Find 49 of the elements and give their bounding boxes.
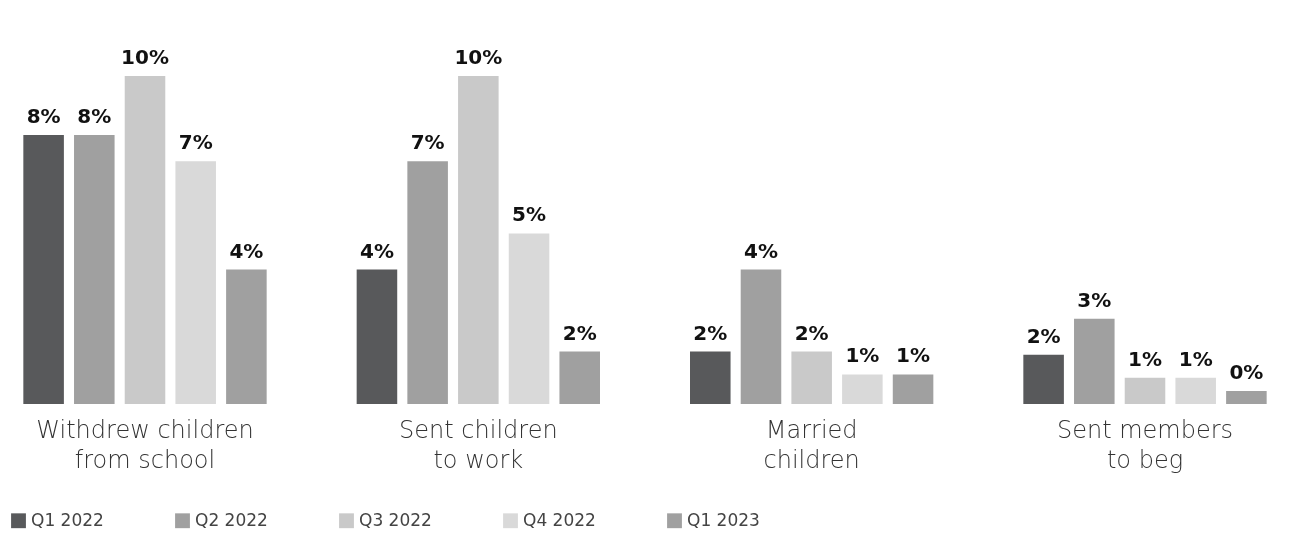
data-label: 1%: [896, 343, 931, 368]
bar: [892, 374, 934, 404]
x-tick-label: Married children: [763, 415, 860, 474]
data-label: 2%: [693, 320, 728, 345]
data-label: 10%: [121, 45, 169, 69]
legend-label: Q1 2022: [31, 509, 104, 530]
data-label: 7%: [178, 130, 213, 155]
legend-label: Q1 2023: [687, 509, 760, 530]
bar: [791, 351, 832, 404]
bar: [1074, 318, 1115, 404]
bar: [1175, 377, 1216, 404]
legend-label: Q2 2022: [195, 509, 268, 530]
data-label: 7%: [410, 130, 445, 155]
data-label: 5%: [512, 202, 547, 227]
data-label: 8%: [26, 104, 61, 129]
data-label: 10%: [454, 45, 503, 69]
data-label: 8%: [77, 104, 112, 129]
bar: [690, 351, 731, 404]
bar: [1226, 390, 1267, 404]
bar: [458, 76, 499, 404]
bar: [740, 269, 782, 404]
data-label: 4%: [743, 238, 778, 263]
bar: [508, 233, 550, 404]
legend-label: Q3 2022: [359, 509, 432, 530]
data-label: 4%: [359, 238, 394, 263]
data-label: 1%: [845, 343, 880, 368]
data-label: 1%: [1178, 346, 1213, 371]
data-label: 1%: [1128, 346, 1162, 371]
data-label: 2%: [794, 320, 829, 345]
bar: [124, 76, 166, 404]
data-label: 2%: [1026, 323, 1061, 348]
bar: [226, 269, 267, 404]
data-label: 3%: [1077, 287, 1112, 312]
bar: [842, 374, 883, 404]
data-label: 0%: [1229, 359, 1264, 384]
bar: [356, 269, 398, 404]
bar: [23, 135, 64, 404]
legend-label: Q4 2022: [523, 509, 596, 530]
bar: [1023, 354, 1064, 404]
bar: [407, 161, 448, 404]
bar: [175, 161, 216, 404]
bar: [559, 351, 600, 404]
x-tick-label: Sent members to beg: [1056, 415, 1234, 474]
bar: [74, 135, 115, 404]
x-tick-label: Withdrew children from school: [36, 415, 254, 474]
data-label: 4%: [229, 238, 264, 263]
x-tick-label: Sent children to work: [399, 415, 558, 474]
bar: [1124, 377, 1166, 404]
data-label: 2%: [562, 320, 597, 345]
